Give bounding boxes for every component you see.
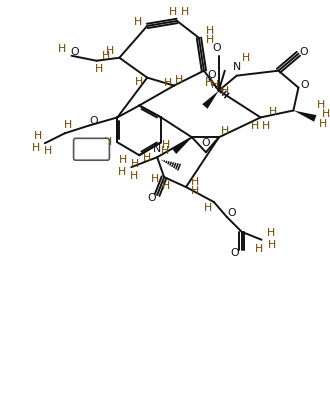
Text: H: H — [118, 167, 126, 177]
Text: H: H — [322, 109, 330, 119]
Text: H: H — [164, 77, 172, 88]
Text: H: H — [221, 86, 229, 96]
Text: O: O — [208, 70, 216, 80]
Text: H: H — [44, 146, 52, 156]
Text: H: H — [34, 131, 42, 141]
Text: H: H — [169, 7, 177, 17]
Text: H: H — [250, 121, 259, 132]
Text: O: O — [202, 138, 210, 148]
Text: H: H — [130, 171, 138, 181]
Text: H: H — [191, 186, 199, 196]
Text: O: O — [147, 193, 155, 203]
Text: H: H — [268, 107, 277, 117]
Text: H: H — [102, 51, 111, 61]
Text: H: H — [206, 26, 214, 36]
Text: H: H — [162, 140, 170, 150]
Text: H: H — [135, 77, 143, 87]
Text: H: H — [143, 153, 151, 163]
Text: N: N — [233, 62, 241, 72]
Text: H: H — [319, 119, 327, 130]
Text: H: H — [106, 46, 115, 56]
Text: H: H — [261, 121, 270, 132]
FancyBboxPatch shape — [74, 138, 110, 160]
Text: H: H — [254, 244, 263, 254]
Text: O: O — [230, 248, 239, 258]
Text: H: H — [162, 181, 170, 191]
Text: H: H — [131, 159, 139, 169]
Text: H: H — [151, 174, 159, 184]
Text: H: H — [32, 143, 40, 153]
Text: H: H — [119, 155, 127, 165]
Text: H: H — [57, 44, 66, 54]
Text: H: H — [204, 203, 212, 213]
Text: Abs: Abs — [82, 144, 101, 154]
Text: H: H — [63, 120, 72, 130]
Text: H: H — [221, 126, 229, 136]
Text: H: H — [206, 35, 214, 45]
Text: H: H — [175, 75, 183, 85]
Text: O: O — [213, 43, 221, 53]
Text: N: N — [153, 144, 161, 154]
Text: H: H — [267, 240, 276, 250]
Text: H: H — [211, 80, 219, 90]
Text: H: H — [181, 7, 189, 17]
Polygon shape — [293, 111, 316, 122]
Text: O: O — [70, 47, 79, 57]
Polygon shape — [172, 137, 192, 154]
Text: O: O — [300, 80, 309, 90]
Text: H: H — [161, 146, 169, 156]
Text: H: H — [317, 100, 325, 111]
Text: O: O — [299, 47, 308, 57]
Text: H: H — [95, 64, 104, 74]
Text: H: H — [242, 53, 250, 63]
Text: H: H — [266, 228, 275, 238]
Text: O: O — [89, 117, 98, 126]
Text: O: O — [227, 208, 236, 218]
Text: H: H — [104, 137, 113, 147]
Text: H: H — [134, 17, 142, 27]
Text: H: H — [191, 177, 199, 187]
Polygon shape — [202, 90, 219, 109]
Text: H: H — [205, 77, 213, 88]
